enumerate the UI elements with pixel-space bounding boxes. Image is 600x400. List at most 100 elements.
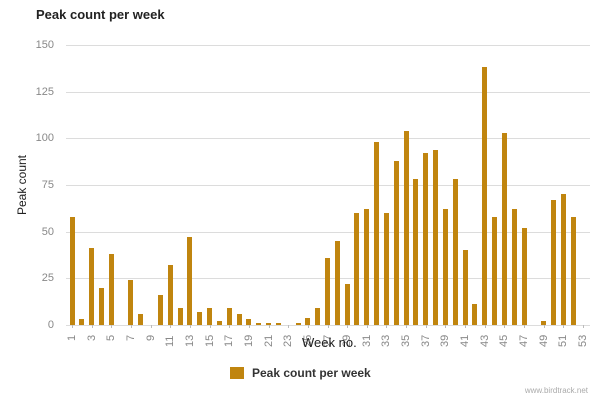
bar-week-15[interactable] [207, 308, 213, 325]
bar-week-28[interactable] [334, 241, 340, 325]
x-tick-mark [583, 325, 584, 328]
bar-week-3[interactable] [89, 248, 95, 325]
bar-week-39[interactable] [442, 209, 448, 325]
legend-label: Peak count per week [252, 366, 371, 380]
x-axis-label: Week no. [302, 335, 357, 350]
x-tick-mark [328, 325, 329, 328]
bar-week-16[interactable] [216, 321, 222, 325]
gridline [66, 185, 590, 186]
bar-week-43[interactable] [482, 67, 488, 325]
bar-week-24[interactable] [295, 323, 301, 325]
bar-week-11[interactable] [167, 265, 173, 325]
credit-link[interactable]: www.birdtrack.net [524, 386, 588, 395]
x-tick-mark [406, 325, 407, 328]
gridline [66, 92, 590, 93]
x-tick-label: 51 [557, 334, 570, 347]
bar-week-14[interactable] [197, 311, 203, 325]
bar-week-29[interactable] [344, 283, 350, 325]
bar-week-27[interactable] [325, 257, 330, 325]
bar-week-25[interactable] [305, 317, 311, 325]
bar-week-50[interactable] [551, 199, 557, 325]
bar-week-5[interactable] [108, 254, 114, 325]
x-tick-label: 39 [439, 334, 452, 347]
legend[interactable]: Peak count per week [230, 366, 371, 380]
bar-week-20[interactable] [256, 323, 262, 325]
x-tick-mark [465, 325, 466, 328]
x-tick-label: 41 [459, 334, 472, 347]
x-tick-mark [151, 325, 152, 328]
x-tick-label: 7 [124, 334, 137, 341]
bar-week-8[interactable] [138, 313, 144, 325]
bar-week-13[interactable] [187, 237, 193, 325]
y-tick-label: 0 [47, 319, 54, 331]
x-tick-mark [426, 325, 427, 328]
x-tick-mark [229, 325, 230, 328]
bar-week-40[interactable] [452, 179, 458, 325]
bar-week-10[interactable] [157, 295, 163, 325]
bar-week-21[interactable] [266, 323, 272, 325]
x-tick-label: 13 [183, 334, 196, 347]
x-tick-mark [288, 325, 289, 328]
bar-week-44[interactable] [492, 216, 498, 325]
y-tick-label: 50 [41, 226, 54, 238]
bar-week-4[interactable] [98, 287, 104, 325]
bar-week-17[interactable] [226, 308, 232, 325]
bar-week-41[interactable] [462, 250, 468, 325]
bar-week-46[interactable] [511, 209, 517, 325]
x-tick-mark [347, 325, 348, 328]
x-tick-label: 37 [419, 334, 432, 347]
x-tick-label: 11 [164, 335, 177, 347]
bar-week-22[interactable] [275, 323, 281, 325]
legend-swatch [230, 367, 244, 379]
bar-week-38[interactable] [433, 149, 439, 325]
bar-week-33[interactable] [383, 213, 389, 325]
bar-week-19[interactable] [246, 319, 252, 325]
gridline [66, 138, 590, 139]
bar-week-51[interactable] [560, 194, 566, 325]
bar-week-45[interactable] [501, 132, 507, 325]
x-tick-mark [92, 325, 93, 328]
x-tick-mark [524, 325, 525, 328]
bar-week-2[interactable] [79, 319, 85, 325]
x-tick-label: 17 [223, 334, 236, 347]
x-tick-mark [131, 325, 132, 328]
x-tick-label: 33 [380, 334, 393, 347]
bar-week-47[interactable] [521, 227, 527, 325]
x-tick-mark [544, 325, 545, 328]
x-tick-label: 1 [66, 334, 78, 341]
x-tick-mark [308, 325, 309, 328]
bar-week-26[interactable] [315, 308, 321, 325]
bar-week-37[interactable] [423, 153, 429, 325]
x-tick-label: 3 [85, 334, 98, 341]
bar-week-52[interactable] [570, 216, 576, 325]
bar-week-1[interactable] [69, 216, 75, 325]
bar-week-18[interactable] [236, 313, 242, 325]
bar-week-49[interactable] [541, 321, 547, 325]
x-tick-mark [210, 325, 211, 328]
bar-week-31[interactable] [364, 209, 370, 325]
x-tick-label: 49 [537, 334, 550, 347]
gridline [66, 45, 590, 46]
y-tick-label: 150 [35, 39, 54, 51]
bar-week-7[interactable] [128, 280, 134, 325]
x-tick-mark [170, 325, 171, 328]
x-tick-mark [367, 325, 368, 328]
bar-week-32[interactable] [374, 142, 380, 325]
gridline [66, 232, 590, 233]
x-tick-label: 5 [105, 334, 118, 341]
x-tick-label: 35 [400, 334, 413, 347]
x-tick-mark [504, 325, 505, 328]
bar-week-12[interactable] [177, 308, 183, 325]
x-tick-label: 15 [203, 334, 216, 347]
x-tick-mark [269, 325, 270, 328]
y-tick-label: 25 [41, 272, 54, 284]
bar-week-36[interactable] [413, 179, 419, 325]
x-tick-label: 45 [498, 334, 511, 347]
bar-week-35[interactable] [403, 130, 409, 325]
x-tick-mark [249, 325, 250, 328]
y-tick-label: 100 [35, 132, 54, 144]
bar-week-42[interactable] [472, 304, 478, 325]
bar-week-34[interactable] [393, 160, 399, 325]
x-tick-label: 23 [282, 334, 295, 347]
bar-week-30[interactable] [354, 213, 360, 325]
